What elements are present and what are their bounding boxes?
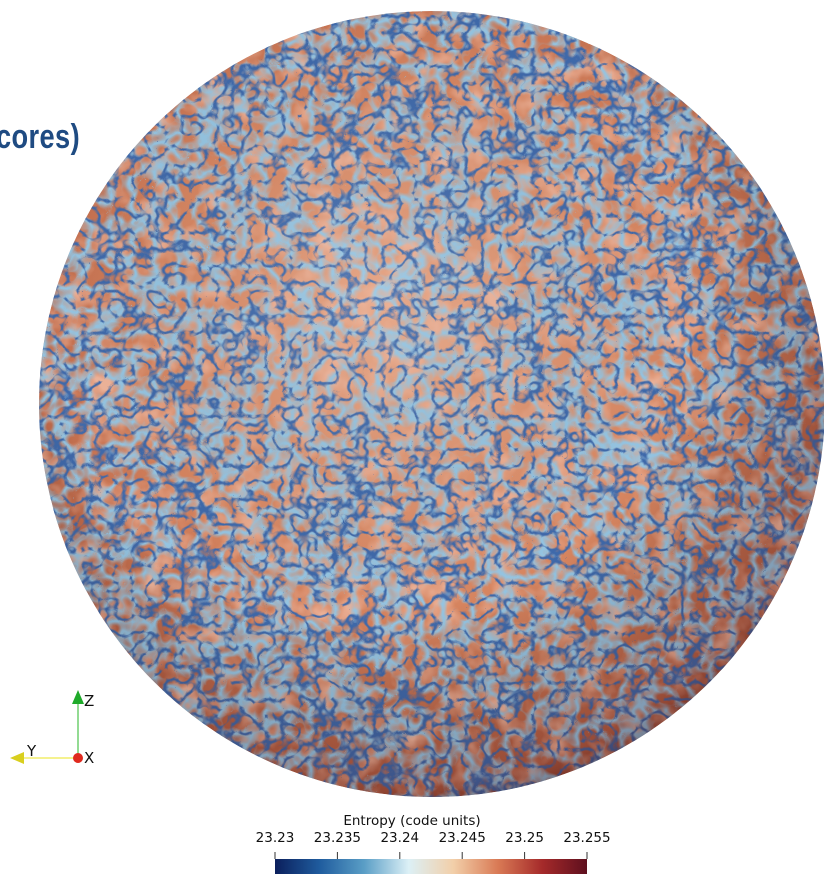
entropy-sphere [39,11,824,797]
figure-title-fragment: cores) [0,118,81,156]
colorbar-tick-label: 23.23 [255,830,295,846]
colorbar-tick-label: 23.245 [438,830,486,846]
y-arrow-icon [10,752,24,764]
x-axis-dot-icon [73,753,83,763]
colorbar-title: Entropy (code units) [343,813,481,829]
z-axis-label: Z [84,692,94,710]
colorbar-tick-label: 23.25 [505,830,544,846]
colorbar-tick-label: 23.235 [313,830,362,846]
colorbar-tick-label: 23.255 [563,830,611,846]
orientation-axes: Z Y X [10,690,94,767]
colorbar-gradient [274,852,588,874]
z-arrow-icon [72,690,84,704]
y-axis-label: Y [26,742,37,760]
colorbar-tick-label: 23.24 [380,830,420,846]
colorbar: Entropy (code units) 23.23 23.235 23.24 23.… [0,810,824,877]
x-axis-label: X [84,749,94,767]
